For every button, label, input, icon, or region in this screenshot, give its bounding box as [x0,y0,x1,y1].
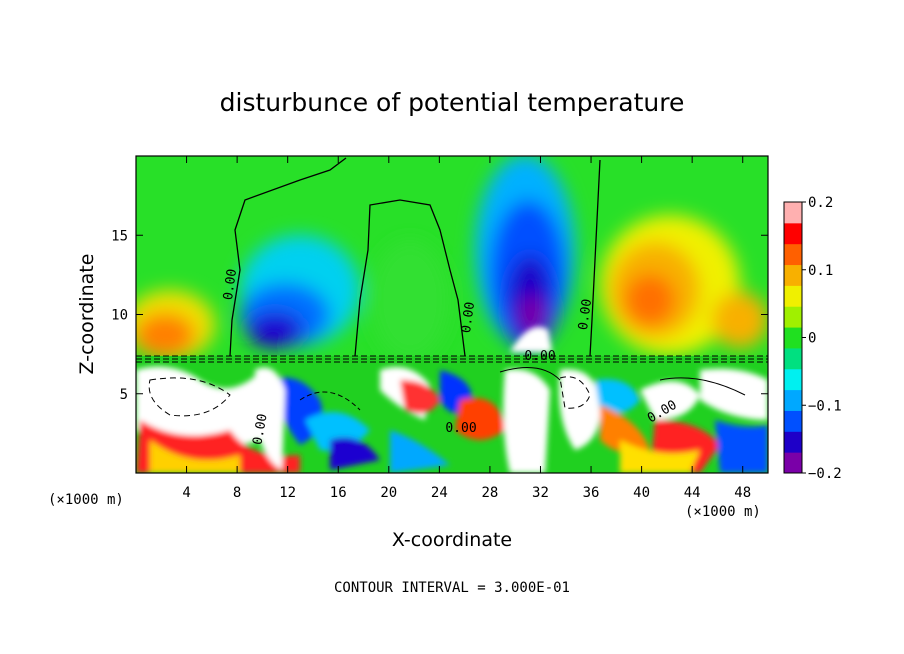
colorbar-swatch [784,285,802,307]
contour-label: 0.00 [221,268,240,301]
colorbar-swatch [784,264,802,286]
colorbar-tick-label: −0.2 [808,466,842,482]
colorbar: 0.2 0.1 0 −0.1 −0.2 [783,195,842,482]
colorbar-swatch [784,243,802,266]
x-tick-label: 44 [684,485,701,501]
colorbar-tick-label: 0.2 [808,195,833,211]
colorbar-swatch [784,431,802,453]
contour-interval-note: CONTOUR INTERVAL = 3.000E-01 [334,580,570,596]
x-tick-label: 12 [279,485,296,501]
x-tick-label: 16 [330,485,347,501]
x-unit-label-left: (×1000 m) [48,492,124,508]
contour-label: 0.00 [250,413,270,446]
x-tick-label: 48 [734,485,751,501]
zero-contours [229,157,601,357]
colorbar-swatch [784,368,802,391]
colorbar-swatch [784,327,802,349]
x-tick-label: 20 [380,485,397,501]
y-tick-label: 5 [120,387,128,403]
upper-field-blobs [136,156,768,360]
colorbar-swatch [784,410,802,432]
x-tick-label: 24 [431,485,448,501]
colorbar-swatch [784,452,802,474]
contour-label: 0.00 [576,298,595,331]
colorbar-swatch [784,347,802,370]
colorbar-swatch [784,389,802,411]
x-tick-label: 4 [182,485,190,501]
colorbar-tick-label: 0.1 [808,263,833,279]
y-tick-label: 15 [111,228,128,244]
x-axis-label: X-coordinate [392,529,512,551]
heatmap-field [136,156,768,473]
chart-title: disturbunce of potential temperature [220,88,685,117]
x-tick-label: 8 [233,485,241,501]
x-unit-label-right: (×1000 m) [685,504,761,520]
x-tick-label: 32 [532,485,549,501]
contour-label: 0.00 [445,421,476,436]
y-axis-label: Z-coordinate [76,254,98,375]
x-axis-ticks: 4 8 12 16 20 24 28 32 36 40 44 48 [182,156,751,501]
contour-label: 0.00 [459,301,478,334]
y-axis-ticks: 5 10 15 [111,228,768,403]
colorbar-swatch [784,202,802,224]
colorbar-swatch [784,222,802,245]
contour-label: 0.00 [524,349,555,364]
x-tick-label: 28 [481,485,498,501]
boundary-white-cap [510,326,552,352]
x-tick-label: 36 [583,485,600,501]
x-tick-label: 40 [633,485,650,501]
lower-turbulent-layer [136,355,768,473]
colorbar-tick-label: 0 [808,331,816,347]
y-tick-label: 10 [111,308,128,324]
colorbar-swatch [784,306,802,328]
colorbar-tick-label: −0.1 [808,398,842,414]
